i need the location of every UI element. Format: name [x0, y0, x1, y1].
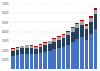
Bar — [11, 48, 15, 49]
Bar — [52, 38, 56, 39]
Bar — [25, 48, 29, 54]
Bar — [71, 27, 74, 28]
Bar — [30, 45, 33, 46]
Bar — [62, 35, 65, 38]
Bar — [25, 45, 29, 48]
Bar — [39, 44, 42, 45]
Bar — [52, 42, 56, 49]
Bar — [34, 47, 38, 49]
Bar — [20, 54, 24, 69]
Bar — [75, 28, 79, 39]
Bar — [34, 46, 38, 47]
Bar — [89, 22, 93, 34]
Bar — [25, 54, 29, 69]
Bar — [80, 21, 84, 25]
Bar — [43, 42, 47, 43]
Bar — [75, 23, 79, 24]
Bar — [85, 29, 88, 40]
Bar — [16, 49, 19, 55]
Bar — [66, 35, 70, 45]
Bar — [85, 24, 88, 26]
Bar — [11, 49, 15, 51]
Bar — [48, 51, 52, 69]
Bar — [57, 37, 61, 40]
Bar — [39, 53, 42, 69]
Bar — [11, 51, 15, 56]
Bar — [75, 39, 79, 69]
Bar — [80, 37, 84, 69]
Bar — [75, 24, 79, 28]
Bar — [30, 48, 33, 54]
Bar — [52, 39, 56, 42]
Bar — [16, 55, 19, 69]
Bar — [94, 10, 98, 14]
Bar — [20, 46, 24, 48]
Bar — [39, 47, 42, 53]
Bar — [57, 36, 61, 37]
Bar — [66, 32, 70, 35]
Bar — [89, 18, 93, 22]
Bar — [89, 34, 93, 69]
Bar — [48, 41, 52, 44]
Bar — [43, 52, 47, 69]
Bar — [34, 49, 38, 54]
Bar — [71, 42, 74, 69]
Bar — [30, 46, 33, 48]
Bar — [80, 25, 84, 37]
Bar — [62, 38, 65, 47]
Bar — [94, 14, 98, 29]
Bar — [89, 16, 93, 18]
Bar — [43, 45, 47, 52]
Bar — [48, 44, 52, 51]
Bar — [39, 45, 42, 47]
Bar — [16, 48, 19, 49]
Bar — [85, 40, 88, 69]
Bar — [80, 20, 84, 21]
Bar — [66, 31, 70, 32]
Bar — [34, 54, 38, 69]
Bar — [66, 45, 70, 69]
Bar — [52, 49, 56, 69]
Bar — [16, 47, 19, 48]
Bar — [57, 48, 61, 69]
Bar — [94, 8, 98, 10]
Bar — [11, 56, 15, 69]
Bar — [71, 28, 74, 32]
Bar — [62, 34, 65, 35]
Bar — [62, 47, 65, 69]
Bar — [57, 40, 61, 48]
Bar — [20, 48, 24, 54]
Bar — [43, 43, 47, 45]
Bar — [71, 32, 74, 42]
Bar — [30, 54, 33, 69]
Bar — [94, 29, 98, 69]
Bar — [85, 26, 88, 29]
